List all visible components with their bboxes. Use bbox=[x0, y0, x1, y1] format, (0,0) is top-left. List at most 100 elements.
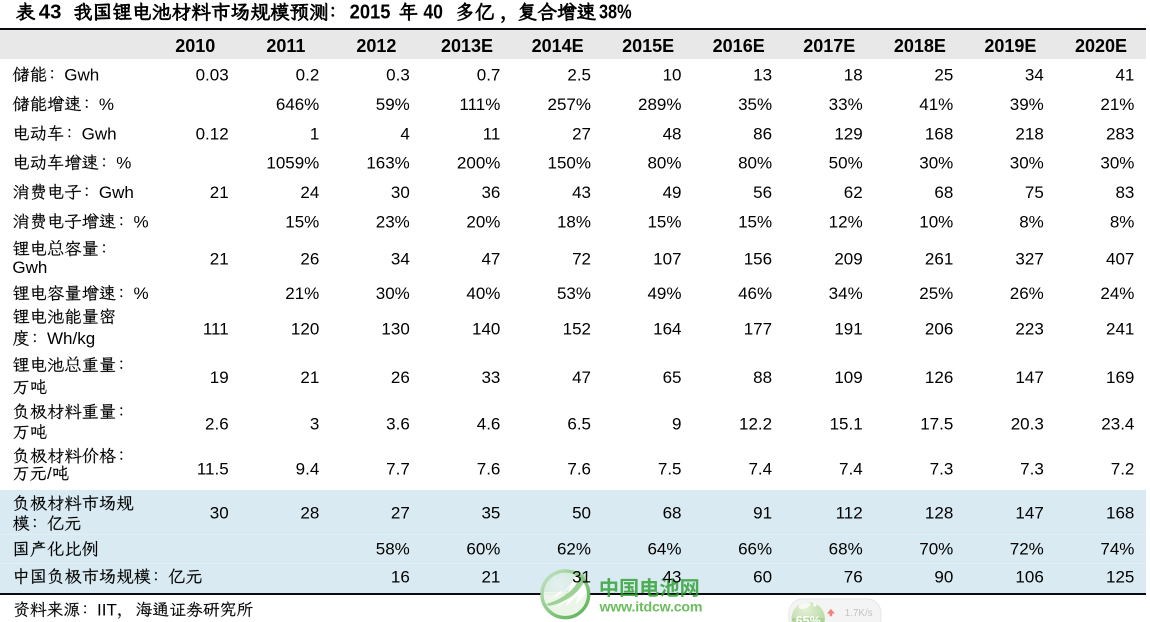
svg-text:68: 68 bbox=[663, 504, 682, 523]
svg-text:15%: 15% bbox=[647, 212, 681, 231]
svg-text:0.03: 0.03 bbox=[196, 65, 229, 84]
svg-text:31: 31 bbox=[572, 567, 591, 586]
svg-text:36: 36 bbox=[481, 183, 500, 202]
svg-text:26: 26 bbox=[391, 368, 410, 387]
svg-text:168: 168 bbox=[1106, 504, 1134, 523]
svg-text:Wh/kg: Wh/kg bbox=[47, 329, 95, 348]
svg-text:21: 21 bbox=[210, 183, 229, 202]
svg-text:327: 327 bbox=[1015, 250, 1043, 269]
svg-text:/: / bbox=[47, 464, 52, 483]
svg-text:1.7K/s: 1.7K/s bbox=[845, 608, 873, 619]
svg-text:48: 48 bbox=[663, 124, 682, 143]
svg-text:47: 47 bbox=[572, 368, 591, 387]
svg-text:60%: 60% bbox=[466, 539, 500, 558]
svg-text:30: 30 bbox=[210, 504, 229, 523]
svg-text:191: 191 bbox=[834, 320, 862, 339]
svg-text:59%: 59% bbox=[376, 95, 410, 114]
svg-text:7.6: 7.6 bbox=[477, 459, 501, 478]
svg-text:200%: 200% bbox=[457, 154, 500, 173]
svg-text:2011: 2011 bbox=[266, 36, 305, 56]
svg-text:40: 40 bbox=[423, 1, 443, 24]
svg-text:150%: 150% bbox=[548, 154, 591, 173]
svg-text:4.6: 4.6 bbox=[477, 415, 501, 434]
svg-text:283: 283 bbox=[1106, 124, 1134, 143]
svg-text:177: 177 bbox=[744, 320, 772, 339]
svg-text:23.4: 23.4 bbox=[1101, 415, 1134, 434]
svg-text:0.7: 0.7 bbox=[477, 65, 501, 84]
svg-text:www.itdcw.com: www.itdcw.com bbox=[599, 600, 703, 616]
svg-text:46%: 46% bbox=[738, 284, 772, 303]
svg-text:2018E: 2018E bbox=[894, 36, 946, 56]
svg-text:2.5: 2.5 bbox=[567, 65, 591, 84]
svg-text:7.2: 7.2 bbox=[1111, 459, 1135, 478]
svg-text:7.3: 7.3 bbox=[1020, 459, 1044, 478]
svg-text:33: 33 bbox=[481, 368, 500, 387]
svg-text:35%: 35% bbox=[738, 95, 772, 114]
svg-text:2020E: 2020E bbox=[1075, 36, 1127, 56]
svg-text:62%: 62% bbox=[557, 539, 591, 558]
svg-text:88: 88 bbox=[753, 368, 772, 387]
svg-text:40%: 40% bbox=[466, 284, 500, 303]
svg-text:30%: 30% bbox=[1010, 154, 1044, 173]
svg-text:53%: 53% bbox=[557, 284, 591, 303]
svg-text:2013E: 2013E bbox=[441, 36, 493, 56]
svg-text:4: 4 bbox=[400, 124, 409, 143]
svg-text:106: 106 bbox=[1015, 567, 1043, 586]
svg-text:6.5: 6.5 bbox=[567, 415, 591, 434]
svg-text:152: 152 bbox=[563, 320, 591, 339]
svg-text:2017E: 2017E bbox=[803, 36, 855, 56]
svg-text:7.4: 7.4 bbox=[839, 459, 863, 478]
svg-text:43: 43 bbox=[572, 183, 591, 202]
svg-text:120: 120 bbox=[291, 320, 319, 339]
svg-text:80%: 80% bbox=[647, 154, 681, 173]
svg-text:34: 34 bbox=[391, 250, 410, 269]
svg-text:7.7: 7.7 bbox=[386, 459, 410, 478]
svg-text:646%: 646% bbox=[276, 95, 319, 114]
svg-text:%: % bbox=[134, 212, 149, 231]
svg-text:41%: 41% bbox=[919, 95, 953, 114]
svg-text:11: 11 bbox=[483, 124, 501, 143]
svg-text:15.1: 15.1 bbox=[830, 415, 863, 434]
svg-text:107: 107 bbox=[653, 250, 681, 269]
svg-text:%: % bbox=[116, 154, 131, 173]
svg-text:111: 111 bbox=[203, 320, 229, 339]
svg-text:68%: 68% bbox=[829, 539, 863, 558]
svg-text:10: 10 bbox=[663, 65, 682, 84]
svg-text:64%: 64% bbox=[647, 539, 681, 558]
svg-text:34: 34 bbox=[1025, 65, 1044, 84]
svg-text:49%: 49% bbox=[647, 284, 681, 303]
svg-text:7.4: 7.4 bbox=[748, 459, 772, 478]
svg-text:28: 28 bbox=[300, 504, 319, 523]
svg-text:30%: 30% bbox=[919, 154, 953, 173]
svg-text:72: 72 bbox=[572, 250, 591, 269]
svg-text:218: 218 bbox=[1015, 124, 1043, 143]
svg-text:289%: 289% bbox=[638, 95, 681, 114]
svg-text:15%: 15% bbox=[285, 212, 319, 231]
svg-text:70%: 70% bbox=[919, 539, 953, 558]
svg-text:111%: 111% bbox=[459, 95, 500, 114]
svg-text:68: 68 bbox=[934, 183, 953, 202]
svg-text:27: 27 bbox=[391, 504, 410, 523]
svg-text:20%: 20% bbox=[466, 212, 500, 231]
svg-text:15%: 15% bbox=[738, 212, 772, 231]
svg-text:Gwh: Gwh bbox=[99, 183, 134, 202]
svg-text:76: 76 bbox=[844, 567, 863, 586]
svg-text:2019E: 2019E bbox=[984, 36, 1036, 56]
svg-text:86: 86 bbox=[753, 124, 772, 143]
svg-text:75: 75 bbox=[1025, 183, 1044, 202]
svg-text:7.5: 7.5 bbox=[658, 459, 682, 478]
svg-text:33%: 33% bbox=[829, 95, 863, 114]
svg-text:147: 147 bbox=[1015, 504, 1043, 523]
svg-text:3.6: 3.6 bbox=[386, 415, 410, 434]
svg-text:Gwh: Gwh bbox=[64, 65, 99, 84]
svg-text:25: 25 bbox=[934, 65, 953, 84]
svg-text:43: 43 bbox=[39, 1, 62, 24]
svg-text:2014E: 2014E bbox=[532, 36, 584, 56]
svg-text:2012: 2012 bbox=[356, 36, 396, 56]
svg-text:223: 223 bbox=[1015, 320, 1043, 339]
svg-text:30%: 30% bbox=[376, 284, 410, 303]
svg-text:128: 128 bbox=[925, 504, 953, 523]
svg-text:47: 47 bbox=[481, 250, 500, 269]
svg-text:9.4: 9.4 bbox=[296, 459, 320, 478]
svg-text:66%: 66% bbox=[738, 539, 772, 558]
